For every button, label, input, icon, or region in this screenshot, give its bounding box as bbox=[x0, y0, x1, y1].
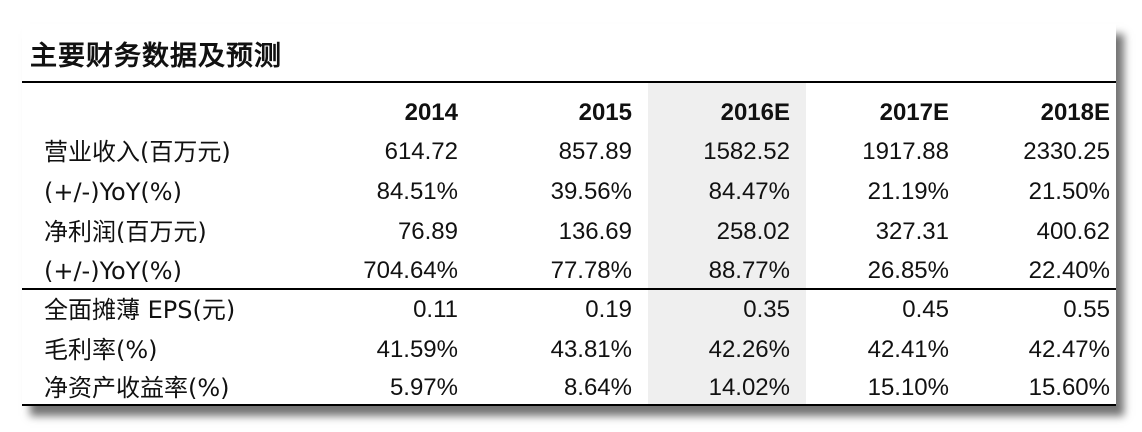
table-cell: 84.47% bbox=[708, 178, 790, 205]
row-label: (+/-)YoY(%) bbox=[44, 178, 182, 206]
forecast-column-shading bbox=[648, 83, 806, 404]
table-cell: 0.19 bbox=[585, 296, 632, 323]
table-cell: 22.40% bbox=[1028, 257, 1110, 284]
table-cell: 0.55 bbox=[1063, 296, 1110, 323]
row-label: 毛利率(%) bbox=[44, 336, 158, 364]
row-label: 净利润(百万元) bbox=[44, 218, 207, 246]
row-label: 营业收入(百万元) bbox=[44, 138, 231, 166]
table-cell: 15.10% bbox=[867, 374, 949, 401]
table-cell: 88.77% bbox=[708, 257, 790, 284]
table-cell: 258.02 bbox=[716, 218, 790, 245]
table-cell: 84.51% bbox=[376, 178, 458, 205]
table-cell: 42.41% bbox=[867, 336, 949, 363]
table-cell: 76.89 bbox=[397, 218, 458, 245]
column-header: 2016E bbox=[720, 99, 790, 126]
table-cell: 400.62 bbox=[1036, 218, 1110, 245]
table-cell: 43.81% bbox=[550, 336, 632, 363]
row-label: 净资产收益率(%) bbox=[44, 374, 230, 402]
table-title: 主要财务数据及预测 bbox=[30, 41, 282, 72]
table-cell: 2330.25 bbox=[1023, 138, 1110, 165]
table-cell: 21.19% bbox=[867, 178, 949, 205]
table-cell: 77.78% bbox=[550, 257, 632, 284]
row-label: 全面摊薄 EPS(元) bbox=[44, 296, 236, 324]
section-divider bbox=[22, 288, 1116, 290]
financial-table-card: 主要财务数据及预测 2014 2015 2016E 2017E 2018E 营业… bbox=[22, 24, 1116, 406]
column-header: 2015 bbox=[578, 99, 632, 126]
table-cell: 42.26% bbox=[708, 336, 790, 363]
column-header: 2014 bbox=[404, 99, 458, 126]
table-cell: 14.02% bbox=[708, 374, 790, 401]
table-cell: 42.47% bbox=[1028, 336, 1110, 363]
table-cell: 15.60% bbox=[1028, 374, 1110, 401]
table-cell: 704.64% bbox=[363, 257, 458, 284]
table-cell: 614.72 bbox=[384, 138, 458, 165]
table-cell: 0.11 bbox=[413, 296, 458, 323]
table-cell: 0.35 bbox=[743, 296, 790, 323]
table-cell: 0.45 bbox=[902, 296, 949, 323]
table-cell: 5.97% bbox=[389, 374, 458, 401]
table-cell: 21.50% bbox=[1028, 178, 1110, 205]
table-cell: 26.85% bbox=[867, 257, 949, 284]
table-cell: 327.31 bbox=[875, 218, 949, 245]
top-rule bbox=[22, 81, 1116, 83]
bottom-rule bbox=[22, 404, 1116, 406]
table-cell: 41.59% bbox=[376, 336, 458, 363]
table-cell: 1917.88 bbox=[862, 138, 949, 165]
table-cell: 8.64% bbox=[563, 374, 632, 401]
column-header: 2018E bbox=[1040, 99, 1110, 126]
table-cell: 39.56% bbox=[550, 178, 632, 205]
table-cell: 857.89 bbox=[558, 138, 632, 165]
table-cell: 136.69 bbox=[558, 218, 632, 245]
column-header: 2017E bbox=[879, 99, 949, 126]
row-label: (+/-)YoY(%) bbox=[44, 257, 182, 285]
table-cell: 1582.52 bbox=[703, 138, 790, 165]
